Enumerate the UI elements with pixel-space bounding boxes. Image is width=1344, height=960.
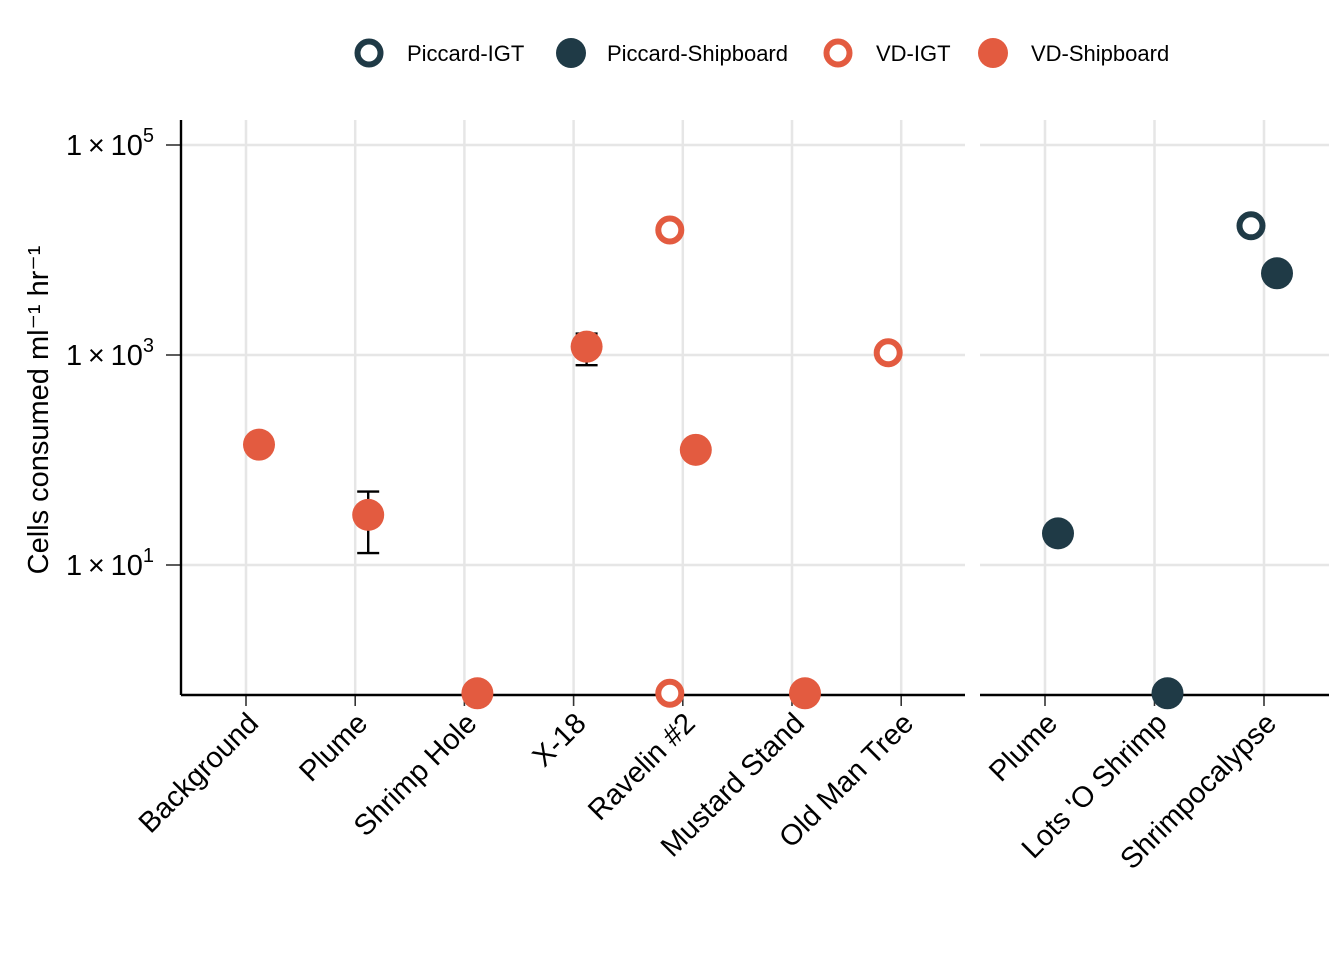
point-vd-shipboard-ravelin-2 bbox=[679, 433, 712, 466]
x-tick-label-plume: Plume bbox=[983, 707, 1064, 788]
y-axis-ticks: 1 × 101 1 × 103 1 × 105 bbox=[66, 125, 181, 582]
point-vd-shipboard-shrimp-hole bbox=[461, 677, 494, 710]
legend-piccard-shipboard-marker bbox=[556, 38, 586, 68]
y-tick-label: 1 × 105 bbox=[66, 125, 154, 162]
point-piccard-igt-shrimpocalypse bbox=[1236, 211, 1266, 241]
legend-vd-shipboard-label: VD-Shipboard bbox=[1031, 41, 1169, 66]
legend: Piccard-IGT Piccard-Shipboard VD-IGT VD-Shi… bbox=[354, 38, 1169, 68]
x-tick-label-background: Background bbox=[133, 707, 265, 839]
y-tick-label: 1 × 103 bbox=[66, 335, 154, 372]
point-vd-shipboard-background bbox=[243, 428, 275, 461]
legend-piccard-shipboard-label: Piccard-Shipboard bbox=[607, 41, 788, 66]
legend-vd-igt-marker bbox=[823, 38, 853, 68]
point-piccard-shipboard-plume bbox=[1042, 517, 1074, 550]
point-piccard-shipboard-lots-o-shrimp bbox=[1151, 677, 1184, 710]
y-axis-label: Cells consumed ml⁻¹ hr⁻¹ bbox=[23, 245, 55, 574]
y-tick-label: 1 × 101 bbox=[66, 545, 154, 582]
x-tick-label-plume: Plume bbox=[293, 707, 374, 788]
legend-piccard-igt-marker bbox=[354, 38, 384, 68]
point-vd-shipboard-plume bbox=[352, 498, 385, 531]
point-vd-shipboard-x-18 bbox=[570, 330, 603, 363]
legend-piccard-igt-label: Piccard-IGT bbox=[407, 41, 524, 66]
legend-vd-shipboard-marker bbox=[978, 38, 1008, 68]
point-piccard-shipboard-shrimpocalypse bbox=[1261, 257, 1293, 290]
point-vd-igt-ravelin-2 bbox=[655, 678, 685, 708]
x-tick-label-x-18: X-18 bbox=[527, 707, 593, 773]
point-vd-igt-ravelin-2 bbox=[655, 215, 685, 245]
point-vd-shipboard-mustard-stand bbox=[789, 677, 821, 710]
legend-vd-igt-label: VD-IGT bbox=[876, 41, 951, 66]
x-tick-label-ravelin-2: Ravelin #2 bbox=[582, 707, 702, 827]
point-vd-igt-old-man-tree bbox=[873, 338, 903, 368]
